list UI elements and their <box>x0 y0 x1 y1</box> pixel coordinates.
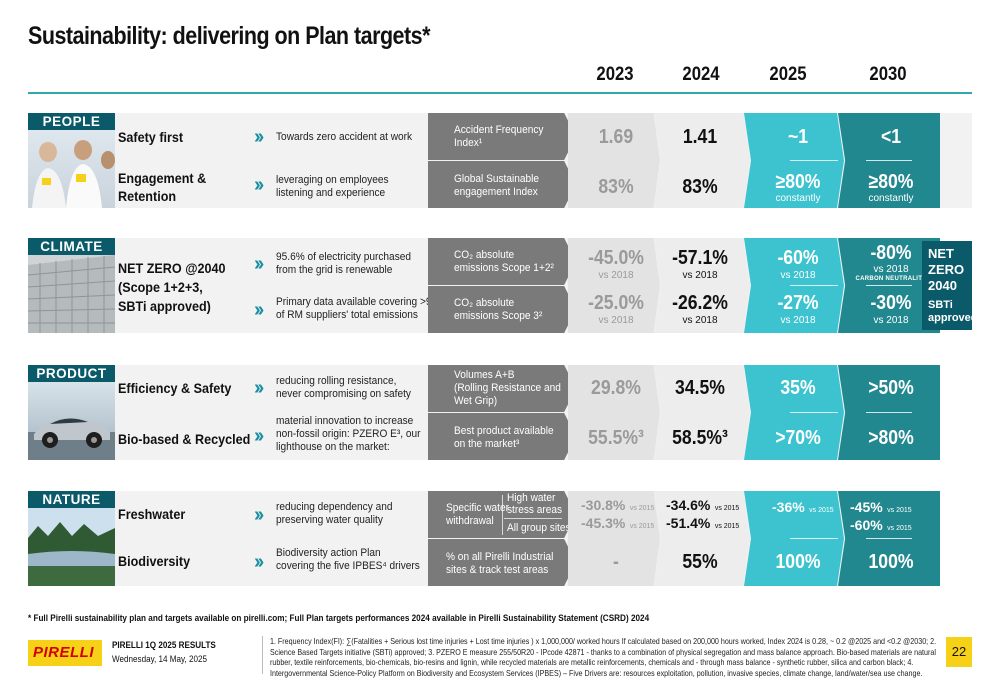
value-2023: - <box>613 551 619 573</box>
carbon-neutrality-note: CARBON NEUTRALITY <box>855 276 927 282</box>
row-title-freshwater: Freshwater <box>118 506 186 522</box>
value-2024: 1.41 <box>682 126 718 148</box>
value-2023: -45.0% <box>588 247 644 269</box>
report-date: Wednesday, 14 May, 2025 <box>112 654 208 664</box>
year-2030: 2030 <box>869 64 907 85</box>
row-desc-biodiversity: Biodiversity action Plan <box>276 547 381 559</box>
netzero-badge: NET ZERO 2040 SBTi approved <box>922 241 978 330</box>
kpi-accident-frequency: Accident Frequency Index¹ <box>428 113 576 160</box>
value-2025: >70% <box>775 427 821 449</box>
value-2023: -30.8% vs 2015 <box>581 497 655 513</box>
value-2030: <1 <box>880 126 902 148</box>
chevron-icon: ›› <box>254 253 264 275</box>
chevron-icon: ›› <box>254 299 264 321</box>
value-2025: ~1 <box>787 126 809 148</box>
row-title-biodiversity: Biodiversity <box>118 553 191 569</box>
page-number: 22 <box>946 637 972 667</box>
value-2023: 83% <box>598 176 634 198</box>
chevron-icon: ›› <box>254 174 264 196</box>
section-label-product: PRODUCT <box>28 365 115 382</box>
row-title-efficiency: Efficiency & Safety <box>118 380 232 396</box>
section-label-climate: CLIMATE <box>28 238 115 255</box>
chevron-icon: ›› <box>254 126 264 148</box>
people-photo <box>28 130 115 208</box>
value-2025: -60% <box>777 247 819 269</box>
value-2030: ≥80% <box>868 171 914 193</box>
value-2030: >80% <box>868 427 914 449</box>
section-label-people: PEOPLE <box>28 113 115 130</box>
value-2025: -27% <box>777 292 819 314</box>
value-2030: >50% <box>868 377 914 399</box>
row-title-safety: Safety first <box>118 129 184 145</box>
value-2023: 29.8% <box>591 377 641 399</box>
row-title-engagement: Engagement & <box>118 170 207 186</box>
year-2025: 2025 <box>769 64 807 85</box>
kpi-co2-scope12: CO₂ absolute emissions Scope 1+2² <box>428 238 576 285</box>
year-2024: 2024 <box>682 64 720 85</box>
footnote: * Full Pirelli sustainability plan and t… <box>28 613 650 624</box>
page-title: Sustainability: delivering on Plan targe… <box>28 22 430 50</box>
footer-notes: 1. Frequency Index(FI): ∑(Fatalities + S… <box>270 636 937 678</box>
value-2025: -36% vs 2015 <box>772 499 834 515</box>
value-2025: 100% <box>775 551 821 573</box>
section-label-nature: NATURE <box>28 491 115 508</box>
kpi-best-product: Best product available on the market³ <box>428 413 576 460</box>
value-2024: -57.1% <box>672 247 728 269</box>
row-desc-rolling: reducing rolling resistance, <box>276 375 397 387</box>
chevron-icon: ›› <box>254 504 264 526</box>
value-2023: -45.3% vs 2015 <box>581 515 655 531</box>
value-2023: -25.0% <box>588 292 644 314</box>
row-title-netzero: NET ZERO @2040 <box>118 260 226 276</box>
row-desc-material: material innovation to increase <box>276 415 414 427</box>
kpi-industrial-sites: % on all Pirelli Industrial sites & trac… <box>428 539 576 586</box>
row-desc-electricity: 95.6% of electricity purchased <box>276 251 412 263</box>
kpi-co2-scope3: CO₂ absolute emissions Scope 3² <box>428 286 576 333</box>
nature-photo <box>28 508 115 586</box>
climate-photo <box>28 255 115 333</box>
value-2030: 100% <box>868 551 914 573</box>
year-2023: 2023 <box>596 64 634 85</box>
section-nature: NATURE Freshwater ›› reducing dependency… <box>28 491 972 586</box>
kpi-volumes-ab: Volumes A+B (Rolling Resistance and Wet … <box>428 365 576 412</box>
value-2024: 55% <box>682 551 718 573</box>
value-2025: ≥80% <box>775 171 821 193</box>
chevron-icon: ›› <box>254 377 264 399</box>
value-2023: 55.5%³ <box>588 427 644 449</box>
kpi-engagement-index: Global Sustainable engagement Index <box>428 161 576 208</box>
row-desc-engagement: leveraging on employees <box>276 174 389 186</box>
report-title: PIRELLI 1Q 2025 RESULTS <box>112 640 216 650</box>
pirelli-logo: PIRELLI <box>28 640 102 666</box>
section-climate: CLIMATE NET ZERO @2040 (Scope 1+2+3, SBT… <box>28 238 978 333</box>
section-product: PRODUCT Efficiency & Safety ›› reducing … <box>28 365 972 460</box>
chevron-icon: ›› <box>254 425 264 447</box>
value-2030: -30% <box>870 292 912 314</box>
value-2024: -26.2% <box>672 292 728 314</box>
value-2024: 83% <box>682 176 718 198</box>
value-2030: -80% <box>870 242 912 264</box>
row-title-biobased: Bio-based & Recycled <box>118 431 251 447</box>
value-2025: 35% <box>780 377 816 399</box>
value-2024: -34.6% vs 2015 <box>666 497 740 513</box>
value-2030: -45% vs 2015 <box>850 499 912 515</box>
value-2024: 34.5% <box>675 377 725 399</box>
row-desc-suppliers: Primary data available covering >90% <box>276 296 447 308</box>
row-desc-water: reducing dependency and <box>276 501 393 513</box>
value-2023: 1.69 <box>598 126 634 148</box>
product-photo <box>28 382 115 460</box>
row-desc-safety: Towards zero accident at work <box>276 131 413 143</box>
value-2024: -51.4% vs 2015 <box>666 515 740 531</box>
value-2024: 58.5%³ <box>672 427 728 449</box>
value-2030: -60% vs 2015 <box>850 517 912 533</box>
footer-divider <box>262 636 263 674</box>
kpi-water-withdrawal: Specific water withdrawal High water str… <box>428 491 576 538</box>
header-rule <box>28 92 972 94</box>
section-people: PEOPLE Safety first ›› Towards zero acci… <box>28 113 972 208</box>
chevron-icon: ›› <box>254 551 264 573</box>
